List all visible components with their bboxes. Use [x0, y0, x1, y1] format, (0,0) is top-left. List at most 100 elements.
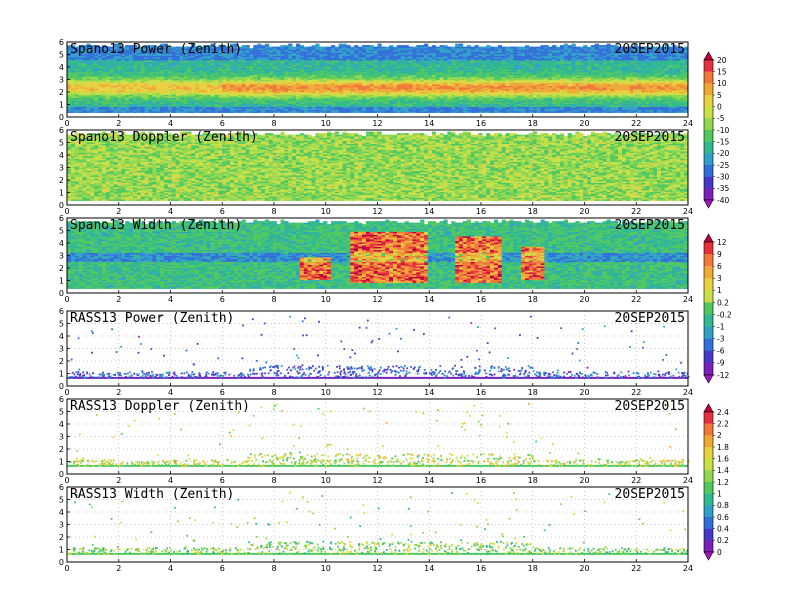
- heatmap-cell: [214, 79, 219, 82]
- heatmap-cell: [202, 60, 208, 62]
- heatmap-cell: [214, 72, 219, 74]
- heatmap-cell: [94, 63, 99, 65]
- heatmap-cell: [113, 96, 118, 98]
- heatmap-cell: [125, 96, 130, 98]
- heatmap-cell: [183, 55, 188, 58]
- heatmap-cell: [98, 55, 103, 58]
- heatmap-cell: [121, 102, 126, 104]
- heatmap-cell: [101, 96, 107, 98]
- heatmap-cell: [82, 75, 87, 77]
- heatmap-cell: [113, 49, 118, 52]
- heatmap-cell: [67, 61, 72, 64]
- heatmap-cell: [113, 57, 118, 59]
- heatmap-cell: [187, 100, 192, 103]
- heatmap-cell: [183, 72, 188, 74]
- heatmap-cell: [90, 93, 95, 95]
- heatmap-cell: [152, 97, 157, 100]
- heatmap-cell: [125, 69, 130, 71]
- heatmap-cell: [132, 72, 138, 74]
- heatmap-cell: [245, 67, 250, 70]
- heatmap-cell: [257, 108, 262, 110]
- heatmap-cell: [74, 55, 79, 58]
- heatmap-cell: [109, 84, 114, 86]
- heatmap-cell: [350, 46, 355, 49]
- heatmap-cell: [113, 87, 118, 89]
- heatmap-cell: [156, 106, 161, 109]
- heatmap-cell: [249, 48, 254, 50]
- heatmap-cell: [167, 63, 173, 65]
- heatmap-cell: [67, 57, 72, 59]
- heatmap-cell: [206, 90, 211, 92]
- heatmap-cell: [191, 108, 196, 110]
- heatmap-cell: [214, 84, 219, 86]
- heatmap-cell: [105, 82, 110, 85]
- heatmap-cell: [175, 52, 180, 55]
- heatmap-cell: [125, 51, 130, 53]
- heatmap-cell: [253, 87, 258, 89]
- heatmap-cell: [191, 43, 196, 46]
- heatmap-cell: [206, 64, 211, 67]
- heatmap-cell: [237, 76, 242, 79]
- heatmap-cell: [249, 82, 254, 85]
- heatmap-cell: [195, 60, 200, 62]
- heatmap-cell: [94, 66, 99, 68]
- heatmap-cell: [101, 99, 107, 101]
- heatmap-cell: [113, 52, 118, 55]
- heatmap-cell: [183, 58, 188, 61]
- heatmap-cell: [206, 100, 211, 103]
- heatmap-cell: [74, 94, 79, 97]
- heatmap-cell: [82, 96, 87, 98]
- heatmap-cell: [195, 67, 200, 70]
- heatmap-cell: [206, 51, 211, 53]
- heatmap-cell: [198, 64, 204, 67]
- heatmap-cell: [253, 102, 258, 104]
- heatmap-cell: [257, 43, 262, 46]
- heatmap-cell: [245, 108, 250, 110]
- heatmap-cell: [245, 52, 250, 55]
- heatmap-cell: [101, 81, 107, 83]
- heatmap-cell: [167, 99, 173, 101]
- heatmap-cell: [241, 78, 246, 80]
- heatmap-cell: [222, 79, 227, 82]
- heatmap-cell: [202, 94, 208, 97]
- heatmap-cell: [222, 75, 227, 77]
- heatmap-cell: [148, 102, 153, 104]
- heatmap-cell: [160, 72, 165, 74]
- heatmap-cell: [253, 46, 258, 49]
- heatmap-cell: [210, 46, 215, 49]
- heatmap-cell: [82, 103, 87, 106]
- heatmap-cell: [117, 93, 122, 95]
- heatmap-cell: [117, 102, 122, 104]
- heatmap-cell: [206, 54, 211, 56]
- heatmap-cell: [191, 85, 196, 88]
- heatmap-cell: [117, 85, 122, 88]
- heatmap-cell: [439, 45, 444, 47]
- heatmap-cell: [233, 82, 239, 85]
- heatmap-cell: [195, 91, 200, 94]
- heatmap-cell: [109, 60, 114, 62]
- heatmap-cell: [78, 93, 83, 95]
- heatmap-cell: [249, 58, 254, 61]
- heatmap-cell: [86, 43, 91, 46]
- heatmap-cell: [179, 106, 184, 109]
- heatmap-cell: [156, 48, 161, 50]
- heatmap-cell: [179, 84, 184, 86]
- heatmap-cell: [98, 105, 103, 107]
- heatmap-cell: [195, 90, 200, 92]
- heatmap-cell: [148, 78, 153, 80]
- heatmap-cell: [148, 58, 153, 61]
- heatmap-cell: [198, 81, 204, 83]
- heatmap-cell: [152, 96, 157, 98]
- heatmap-cell: [183, 100, 188, 103]
- heatmap-cell: [156, 97, 161, 100]
- heatmap-cell: [82, 76, 87, 79]
- heatmap-cell: [121, 96, 126, 98]
- heatmap-cell: [241, 88, 246, 91]
- heatmap-cell: [226, 73, 231, 76]
- heatmap-cell: [90, 64, 95, 67]
- heatmap-cell: [101, 94, 107, 97]
- heatmap-cell: [86, 64, 91, 67]
- heatmap-cell: [187, 73, 192, 76]
- heatmap-cell: [101, 85, 107, 88]
- heatmap-cell: [109, 64, 114, 67]
